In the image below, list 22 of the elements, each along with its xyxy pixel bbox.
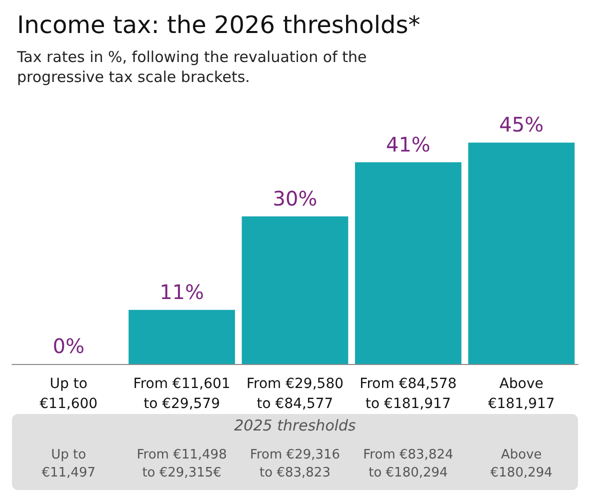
x-tick-label: From €84,578 to €181,917 (360, 376, 457, 412)
text: From €11,498 to €29,315€ (136, 448, 227, 480)
text: Above €180,294 (490, 448, 552, 480)
text: From €83,824 to €180,294 (363, 448, 454, 480)
data-label: 11% (160, 280, 204, 304)
x-tick-label: From €29,580 to €84,577 (246, 376, 344, 412)
x-tick-label: Up to €11,600 (40, 376, 98, 412)
text: From €29,316 to €83,823 (250, 448, 340, 480)
chart-subtitle: Tax rates in %, following the revaluation of the progressive tax scale brackets. (16, 48, 367, 86)
text: Up to €11,497 (42, 448, 96, 480)
x-tick-label: From €11,601 to €29,579 (133, 376, 230, 412)
data-label: 30% (272, 186, 318, 210)
bar (242, 216, 348, 364)
text: 2025 thresholds (234, 416, 356, 434)
chart-title: Income tax: the 2026 thresholds* (17, 11, 420, 39)
data-label: 0% (52, 334, 84, 358)
data-label: 45% (499, 112, 544, 137)
bar (128, 310, 236, 364)
x-tick-label: Above €181,917 (488, 376, 555, 412)
bar (468, 142, 575, 364)
data-label: 41% (386, 132, 430, 156)
bar (354, 162, 462, 364)
